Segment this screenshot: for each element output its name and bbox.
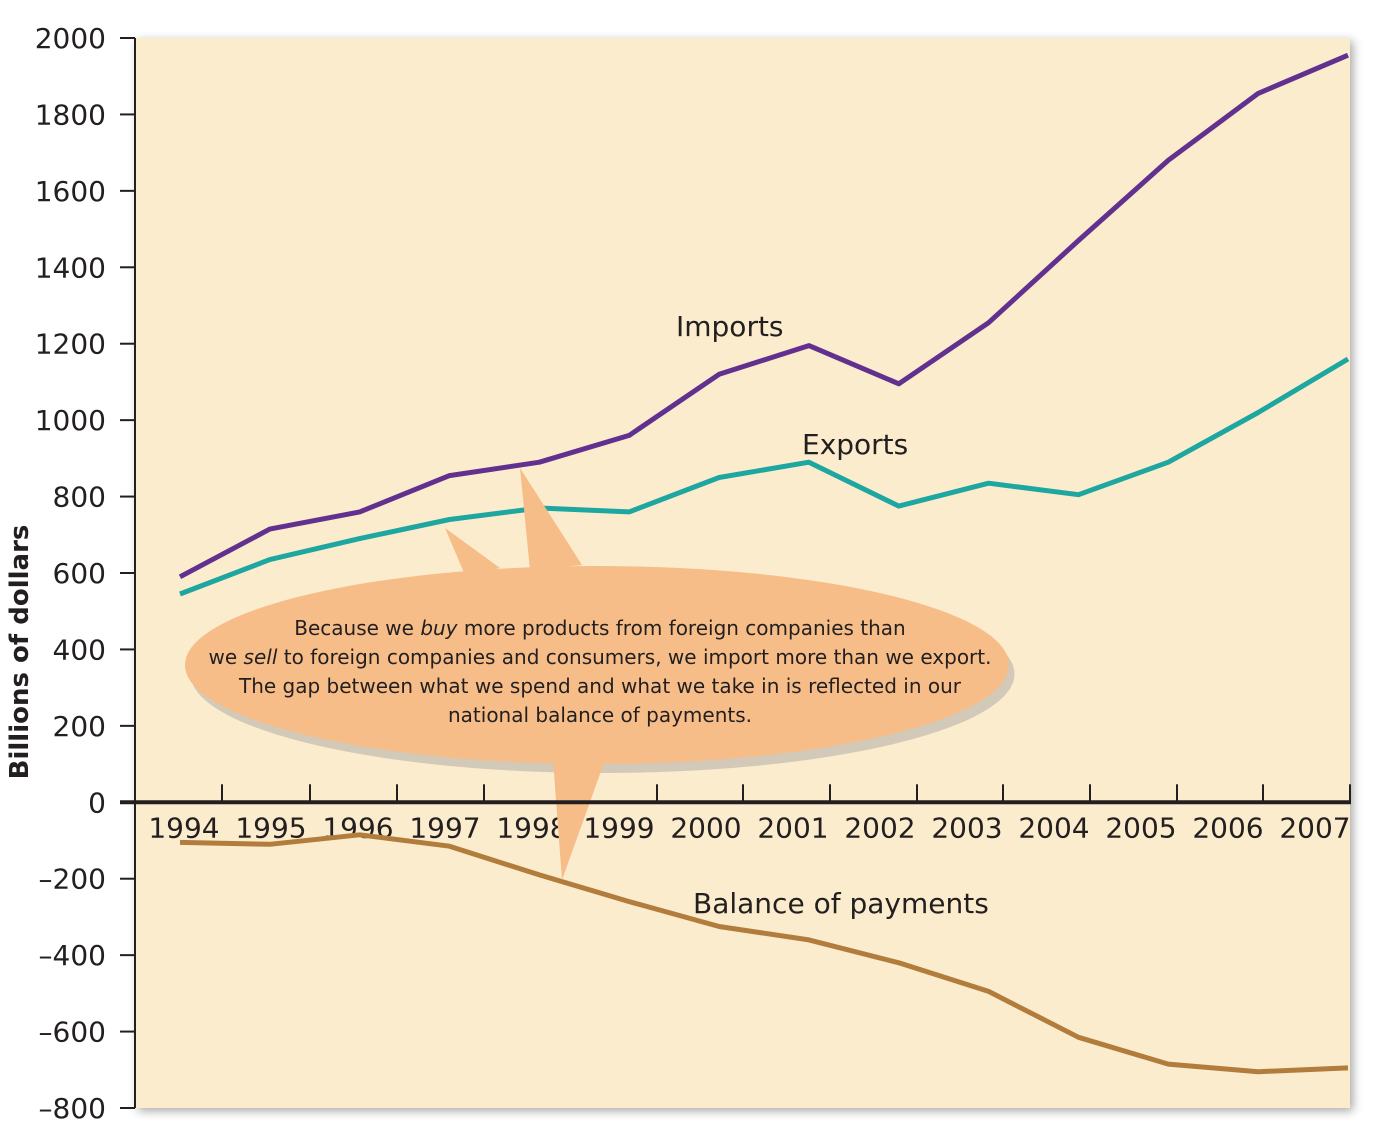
x-tick-label: 2007 [1279, 811, 1350, 844]
x-tick-label: 2006 [1192, 811, 1263, 844]
series-label-balance: Balance of payments [693, 887, 989, 920]
annotation-text: Because we buy more products from foreig… [209, 616, 992, 727]
bubble-pointer-imports [520, 468, 582, 570]
y-tick-label: 1200 [35, 328, 106, 361]
x-tick-label: 2001 [757, 811, 828, 844]
x-tick-label: 2004 [1018, 811, 1089, 844]
y-tick-label: 1800 [35, 98, 106, 131]
x-tick-label: 1998 [496, 811, 567, 844]
y-axis-ticks: 2000180016001400120010008006004002000–20… [35, 22, 135, 1125]
y-tick-label: 0 [88, 786, 106, 819]
series-line-balance-of-payments [179, 832, 1349, 1075]
y-tick-label: 800 [53, 481, 106, 514]
y-tick-label: –400 [39, 939, 106, 972]
y-tick-label: 1600 [35, 175, 106, 208]
y-tick-label: –800 [39, 1092, 106, 1125]
x-tick-label: 1997 [409, 811, 480, 844]
y-axis-label: Billions of dollars [5, 525, 35, 780]
x-tick-label: 2005 [1105, 811, 1176, 844]
series-labels: Imports Exports Balance of payments [676, 310, 989, 920]
axes [120, 38, 1351, 1108]
bubble-pointer-balance [553, 760, 605, 880]
y-tick-label: –600 [39, 1016, 106, 1049]
bubble-pointer-exports [445, 528, 500, 575]
series-line-exports [179, 356, 1350, 597]
y-tick-label: 1000 [35, 404, 106, 437]
y-tick-label: 2000 [35, 22, 106, 55]
x-tick-label: 1999 [583, 811, 654, 844]
annotation-bubble: Because we buy more products from foreig… [185, 468, 1015, 880]
y-tick-label: –200 [39, 863, 106, 896]
y-tick-label: 200 [53, 710, 106, 743]
x-tick-label: 2002 [844, 811, 915, 844]
y-tick-label: 400 [53, 633, 106, 666]
series-line-imports [178, 52, 1349, 580]
y-tick-label: 600 [53, 557, 106, 590]
series-label-imports: Imports [676, 310, 784, 343]
series-label-exports: Exports [802, 428, 908, 461]
y-tick-label: 1400 [35, 251, 106, 284]
bubble-body [185, 566, 1009, 764]
x-tick-label: 1994 [148, 811, 219, 844]
x-tick-label: 1995 [235, 811, 306, 844]
series-lines [178, 52, 1350, 1075]
x-tick-label: 2000 [670, 811, 741, 844]
x-tick-label: 2003 [931, 811, 1002, 844]
